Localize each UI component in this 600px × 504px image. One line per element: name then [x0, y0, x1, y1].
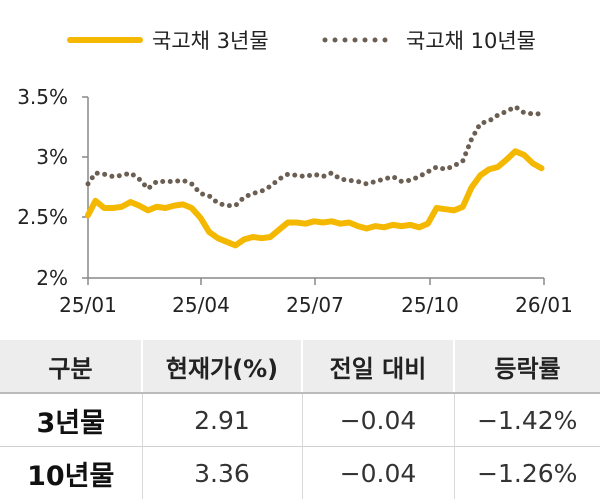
series-line-10y	[85, 104, 544, 209]
y-tick-label: 2%	[36, 266, 68, 290]
header-change-rate: 등락률	[453, 340, 600, 394]
cell-change: −0.04	[301, 446, 454, 499]
header-current-price: 현재가(%)	[141, 340, 302, 394]
x-tick-label: 25/07	[286, 293, 344, 317]
header-change: 전일 대비	[301, 340, 454, 394]
row-label: 10년물	[27, 460, 115, 492]
series-line-3y	[85, 148, 545, 249]
chart-legend: 국고채 3년물 국고채 10년물	[67, 29, 536, 53]
cell-current: 2.91	[141, 393, 302, 447]
x-tick-label: 25/01	[59, 293, 117, 317]
series-layer	[85, 104, 545, 249]
x-tick-label: 25/04	[172, 293, 230, 317]
y-tick-label: 3.5%	[17, 85, 68, 109]
yield-summary-table: 구분 현재가(%) 전일 대비 등락률 3년물 2.91 −0.04 −1.42…	[0, 340, 600, 499]
y-axis: 3.5% 3% 2.5% 2%	[17, 85, 88, 290]
x-axis: 25/01 25/04 25/07 25/10 26/01	[59, 278, 573, 317]
table-row: 10년물 3.36 −0.04 −1.26%	[0, 446, 600, 499]
cell-current: 3.36	[141, 446, 302, 499]
table-row: 3년물 2.91 −0.04 −1.42%	[0, 393, 600, 447]
cell-rate: −1.26%	[453, 446, 600, 499]
table-header-row: 구분 현재가(%) 전일 대비 등락률	[0, 340, 600, 394]
y-tick-label: 2.5%	[17, 205, 68, 229]
header-category: 구분	[0, 340, 142, 394]
cell-rate: −1.42%	[453, 393, 600, 447]
row-label: 3년물	[0, 393, 142, 447]
x-tick-label: 25/10	[401, 293, 459, 317]
x-tick-label: 26/01	[515, 293, 573, 317]
legend-label-10y: 국고채 10년물	[406, 29, 536, 53]
cell-change: −0.04	[301, 393, 454, 447]
bond-yield-line-chart: 국고채 3년물 국고채 10년물 3.5% 3% 2.5% 2% 25/01 2…	[17, 29, 573, 317]
y-tick-label: 3%	[36, 145, 68, 169]
legend-label-3y: 국고채 3년물	[152, 29, 269, 53]
